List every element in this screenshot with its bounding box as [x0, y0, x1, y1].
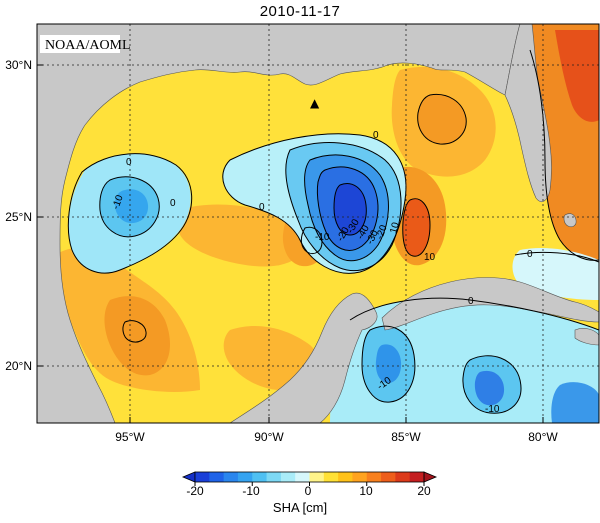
colorbar-tick-label: -10 [242, 484, 260, 498]
lon-label: 95°W [115, 430, 145, 444]
contour-label: -20 [374, 223, 389, 241]
warm-anomaly-southwest [104, 296, 170, 376]
map-title: 2010-11-17 [259, 3, 341, 20]
colorbar-label: SHA [cm] [272, 500, 328, 515]
colorbar-swatch [195, 472, 210, 482]
graticule [37, 24, 599, 423]
contour-label: 10 [388, 221, 402, 235]
tick-marks [37, 64, 544, 423]
colorbar-swatch [409, 472, 425, 482]
colorbar-tick-label: -20 [186, 484, 204, 498]
colorbar-arrow-high [423, 471, 438, 483]
colorbar-swatch [223, 472, 239, 482]
colorbar-swatch [366, 472, 382, 482]
contour-label: 0 [527, 249, 533, 260]
warm-anomaly-gulfstream-core [555, 30, 599, 122]
contour-central-r3 [316, 166, 379, 251]
colorbar-swatch [266, 472, 282, 482]
colorbar-swatch [323, 472, 339, 482]
contour-loop-ten [402, 198, 431, 257]
contour-label: 0 [468, 296, 474, 307]
land-yucatan [130, 292, 378, 423]
colorbar-tick-label: 10 [359, 484, 373, 498]
contour-central-r1 [285, 142, 402, 272]
warm-anomaly-ne-core [417, 94, 467, 145]
contour-caribbean-ten2 [462, 355, 522, 414]
colorbar-swatch [252, 472, 268, 482]
cool-eddy-west-center [114, 189, 149, 224]
contour-gulfstream [529, 49, 599, 261]
contour-central-r4 [333, 183, 367, 236]
lon-label: 85°W [391, 430, 421, 444]
contour-label: 0 [259, 202, 265, 213]
cool-eddy-caribbean-east [551, 382, 599, 423]
colorbar-tick-label: 0 [305, 484, 312, 498]
contour-sw-ten [122, 320, 147, 343]
map-frame [36, 23, 600, 424]
lat-label: 20°N [5, 359, 32, 373]
colorbar-arrow-low [181, 471, 196, 483]
contour-label: -10 [110, 193, 125, 211]
colorbar-swatch [395, 472, 411, 482]
contour-northeast-ten [417, 93, 467, 145]
contour-label: -10 [485, 404, 500, 415]
station-marker-icon: ▲ [310, 96, 320, 110]
colorbar [181, 471, 438, 486]
colorbar-ticks: -20 -10 0 10 20 [186, 484, 431, 498]
lat-label: 25°N [5, 210, 32, 224]
contour-caribbean-ten1 [361, 325, 416, 403]
colorbar-swatch [280, 472, 296, 482]
warm-anomaly-south [223, 325, 319, 391]
contour-label: 0 [373, 130, 379, 141]
cool-eddy-caribbean-center1 [375, 344, 402, 384]
colorbar-swatch [237, 472, 253, 482]
contour-label: 0 [170, 198, 176, 209]
cool-eddy-central-core [334, 183, 367, 235]
contour-label: 10 [424, 252, 436, 263]
colorbar-tick-label: 20 [417, 484, 431, 498]
contour-west-eddy-inner [99, 176, 160, 238]
lat-label: 30°N [5, 58, 32, 72]
contour-bahamas-zero [514, 251, 599, 263]
colorbar-swatch [209, 472, 225, 482]
lon-label: 90°W [254, 430, 284, 444]
contour-lines [67, 49, 599, 414]
colorbar-swatch [381, 472, 396, 482]
colorbar-swatch [352, 472, 368, 482]
land-cuba [381, 277, 599, 331]
credit-badge-box [40, 35, 120, 53]
map-area: -10 0 0 0 -10 0 10 -20 -30 -40 -30 -20 1… [37, 24, 599, 423]
lon-label: 80°W [528, 430, 558, 444]
colorbar-swatch [309, 472, 325, 482]
colorbar-swatch [338, 472, 353, 482]
contour-label-group: -10 0 0 0 -10 0 10 -20 -30 -40 -30 -20 1… [110, 130, 533, 415]
contour-west-eddy-outer [67, 153, 193, 274]
contour-mid-ten [300, 226, 323, 255]
warm-anomaly-loop-core [402, 198, 430, 257]
contour-caribbean-zero [349, 297, 599, 331]
contour-central-r2 [304, 154, 389, 262]
contour-label: 0 [126, 157, 132, 168]
land-north-america [37, 24, 521, 423]
credit-badge: NOAA/AOML [45, 38, 131, 53]
land-hispaniola-edge [574, 328, 599, 346]
cool-eddy-caribbean-center2 [474, 370, 505, 406]
contour-label: -10 [315, 232, 330, 243]
colorbar-swatch [295, 472, 310, 482]
warm-anomaly-central [176, 204, 304, 267]
